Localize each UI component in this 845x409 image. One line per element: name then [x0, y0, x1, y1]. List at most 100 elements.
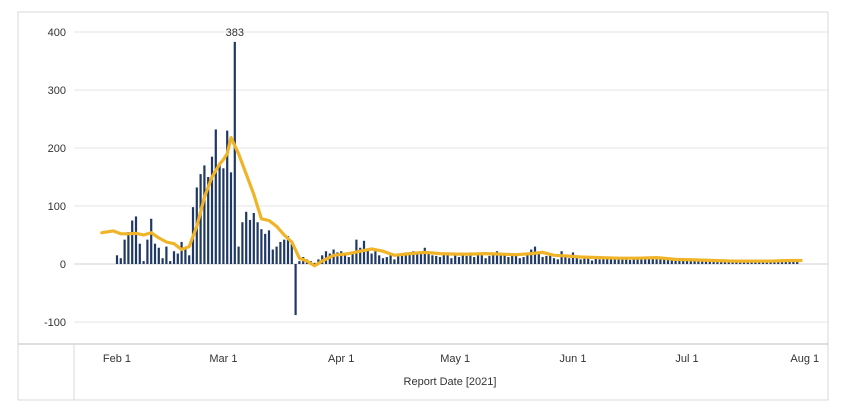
bar	[203, 165, 206, 264]
bar-series	[115, 41, 799, 316]
bar	[431, 255, 434, 264]
bar	[735, 261, 738, 264]
bar	[689, 260, 692, 264]
bar	[408, 254, 411, 264]
y-tick-label: 0	[60, 259, 66, 271]
moving-average-line	[100, 136, 803, 268]
bar	[514, 253, 518, 264]
bar	[526, 255, 529, 264]
bar	[427, 253, 430, 264]
bar	[552, 258, 556, 264]
bar	[670, 259, 673, 264]
bar	[450, 258, 453, 264]
bar	[632, 258, 635, 264]
bar	[256, 222, 259, 264]
bar	[545, 255, 548, 264]
y-tick-label: -100	[44, 317, 66, 329]
bar	[503, 254, 506, 264]
bar	[362, 240, 366, 264]
bar	[716, 261, 719, 264]
bar	[476, 253, 480, 264]
bar	[419, 252, 423, 264]
bar	[617, 258, 620, 264]
bar	[609, 257, 613, 264]
bar	[507, 257, 510, 264]
bar	[613, 259, 616, 264]
bar	[533, 246, 537, 264]
bar	[142, 261, 145, 264]
bar	[138, 243, 141, 264]
y-tick-label: 200	[48, 143, 66, 155]
bar	[628, 259, 632, 264]
bar	[207, 177, 210, 264]
bar	[723, 261, 727, 264]
peak-value-label: 383	[226, 27, 244, 39]
bar	[480, 255, 483, 264]
bar	[180, 241, 183, 264]
bar	[488, 255, 491, 264]
bar	[161, 258, 164, 264]
bar	[199, 174, 202, 264]
bar	[241, 222, 244, 264]
bar	[298, 261, 301, 264]
bar	[636, 257, 639, 264]
bar	[454, 255, 457, 264]
bar	[773, 262, 776, 264]
bar	[218, 162, 221, 264]
bar	[397, 253, 400, 264]
bar	[340, 251, 343, 264]
axis-labels: 400 300 200 100 0 -100 Feb 1 Mar 1 Apr 1 May 1 Jun…	[44, 27, 819, 365]
gridlines	[74, 31, 828, 323]
bar	[400, 255, 404, 264]
bar	[343, 255, 347, 264]
bar	[674, 259, 677, 264]
bar	[252, 212, 255, 264]
bar	[625, 258, 628, 264]
bar	[267, 230, 271, 264]
bar	[457, 257, 461, 264]
bar	[279, 241, 282, 264]
bar	[655, 259, 658, 264]
bar	[248, 219, 252, 264]
bar	[412, 251, 415, 264]
bar	[313, 262, 316, 264]
bar	[169, 261, 172, 264]
bar	[374, 251, 377, 264]
bar	[404, 252, 407, 264]
x-tick-label: Aug 1	[790, 353, 819, 365]
bar	[518, 258, 521, 264]
bar	[389, 255, 392, 264]
x-tick-label: May 1	[440, 353, 470, 365]
bar	[651, 257, 654, 264]
y-tick-label: 100	[48, 201, 66, 213]
bar	[461, 254, 464, 264]
bar	[347, 257, 350, 264]
bar	[370, 253, 373, 264]
bar	[385, 257, 388, 264]
bar	[590, 260, 594, 264]
bar	[264, 233, 267, 264]
x-tick-label: Mar 1	[209, 353, 237, 365]
bar	[761, 261, 765, 264]
bar	[492, 253, 495, 264]
bar	[659, 257, 662, 264]
bar	[134, 216, 138, 264]
bar	[678, 258, 681, 264]
bar	[685, 259, 689, 264]
bar	[792, 260, 795, 264]
bar	[237, 246, 240, 264]
bar	[666, 258, 670, 264]
x-axis-title: Report Date [2021]	[404, 376, 497, 388]
bar	[473, 257, 476, 264]
bar	[469, 252, 472, 264]
bar	[229, 172, 233, 264]
bar	[214, 129, 217, 264]
bar	[484, 258, 487, 264]
bar	[115, 255, 119, 264]
x-tick-label: Feb 1	[103, 353, 131, 365]
bar	[594, 258, 597, 264]
bar	[222, 168, 225, 264]
bar	[549, 254, 552, 264]
bar	[571, 252, 575, 264]
